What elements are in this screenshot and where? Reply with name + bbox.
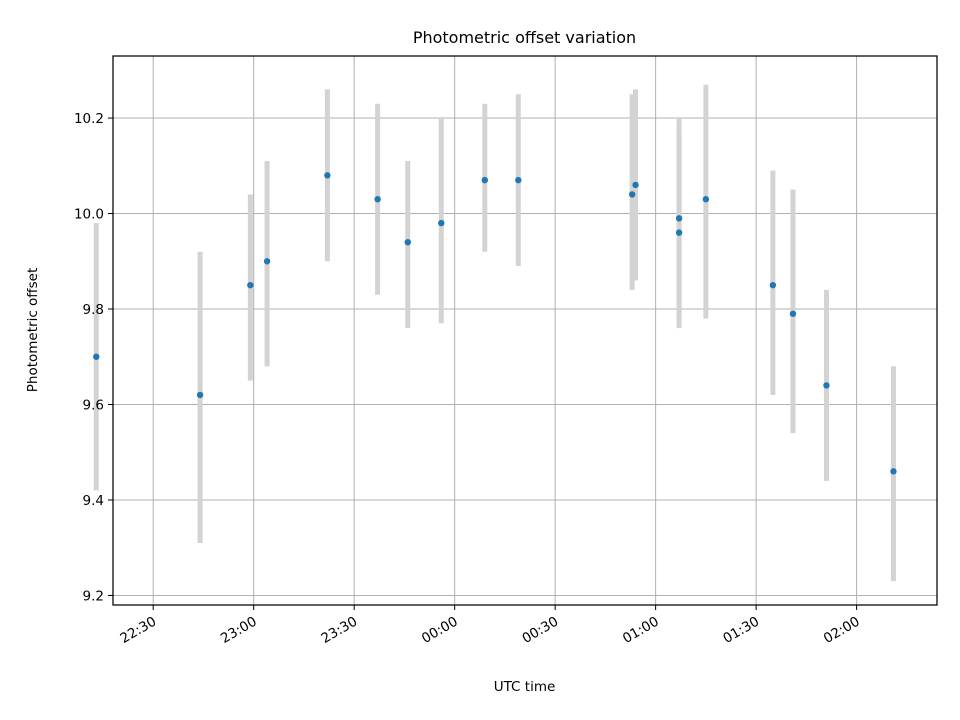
data-points	[93, 172, 897, 475]
data-point	[628, 191, 636, 198]
data-point	[515, 176, 522, 184]
x-tick-label: 23:30	[318, 614, 360, 647]
data-point	[263, 258, 271, 265]
data-point	[632, 181, 639, 189]
data-point	[374, 196, 381, 203]
plot-frame	[112, 55, 938, 606]
data-point	[324, 172, 331, 179]
x-axis-ticks: 22:30 23:00 23:30 00:00 00:30 01:00 01:30 02:00	[118, 605, 863, 647]
x-tick-label: 23:00	[218, 614, 260, 647]
y-axis-label: Photometric offset	[25, 268, 41, 392]
data-point	[93, 353, 100, 360]
data-point	[769, 281, 777, 289]
data-point	[675, 215, 683, 222]
data-point	[438, 219, 445, 227]
y-tick-label: 9.8	[83, 302, 104, 318]
data-point	[481, 176, 489, 184]
x-tick-label: 02:00	[821, 614, 863, 647]
y-tick-label: 9.4	[83, 493, 104, 509]
data-point	[196, 391, 204, 399]
grid	[113, 56, 937, 605]
data-point	[247, 281, 254, 289]
y-tick-label: 9.2	[83, 588, 104, 604]
data-point	[789, 310, 797, 317]
error-bars	[93, 84, 896, 582]
x-axis-label: UTC time	[494, 679, 556, 695]
data-point	[890, 468, 897, 475]
chart-title: Photometric offset variation	[413, 28, 636, 47]
x-tick-label: 22:30	[118, 614, 160, 647]
x-tick-label: 00:30	[519, 614, 561, 647]
data-point	[675, 229, 683, 236]
x-tick-label: 01:30	[720, 614, 762, 647]
data-point	[404, 238, 411, 246]
y-tick-label: 10.2	[74, 111, 104, 127]
y-tick-label: 9.6	[83, 397, 104, 413]
x-tick-label: 00:00	[419, 614, 461, 647]
x-tick-label: 01:00	[620, 614, 662, 647]
data-point	[702, 196, 710, 203]
y-axis-ticks: 9.2 9.4 9.6 9.8 10.0 10.2	[74, 111, 113, 604]
data-point	[823, 382, 830, 389]
y-tick-label: 10.0	[74, 207, 104, 223]
